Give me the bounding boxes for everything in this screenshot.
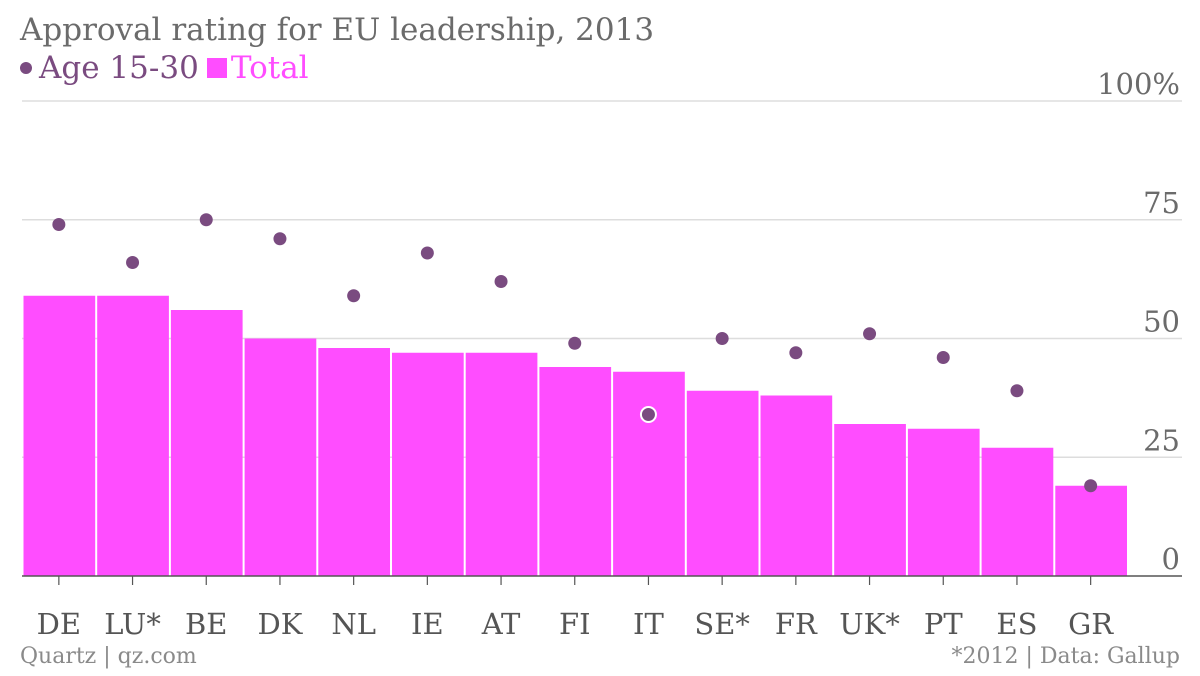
y-tick-label: 0 <box>1162 542 1180 576</box>
bar <box>907 428 980 576</box>
x-tick-label: PT <box>924 607 964 641</box>
x-tick-label: IT <box>633 607 664 641</box>
bar <box>613 371 685 576</box>
x-tick-label: GR <box>1068 607 1114 641</box>
x-tick-label: FR <box>775 607 818 641</box>
x-tick-label: LU* <box>104 607 161 641</box>
bar <box>1055 485 1127 576</box>
data-point <box>52 218 66 231</box>
data-point <box>494 275 508 288</box>
x-tick-label: BE <box>185 607 227 641</box>
footer-source-right: *2012 | Data: Gallup <box>951 644 1180 669</box>
bar <box>392 352 464 576</box>
legend-label-total: Total <box>230 50 309 86</box>
x-tick-label: UK* <box>839 607 900 641</box>
bar <box>981 447 1054 576</box>
data-point <box>1010 384 1024 398</box>
y-tick-label: 25 <box>1143 423 1180 457</box>
bar <box>834 424 906 576</box>
data-point <box>199 213 213 227</box>
data-point <box>789 346 803 360</box>
footer-source-left: Quartz | qz.com <box>20 644 197 669</box>
data-point <box>568 336 582 350</box>
data-point <box>273 232 287 246</box>
x-tick-label: DK <box>257 607 303 641</box>
x-tick-label: FI <box>559 607 591 641</box>
data-point <box>420 246 434 260</box>
bar <box>539 367 612 576</box>
bar <box>760 395 833 576</box>
bar <box>318 348 390 576</box>
y-tick-label: 50 <box>1143 305 1180 339</box>
bar <box>244 338 317 576</box>
data-point <box>936 351 950 364</box>
legend-square-icon <box>206 58 227 78</box>
legend-item-age: Age 15-30 <box>20 50 199 86</box>
x-tick-label: NL <box>331 607 376 641</box>
legend-dot-icon <box>20 62 32 74</box>
y-tick-label: 100% <box>1097 67 1180 101</box>
legend-item-total: Total <box>206 50 309 86</box>
x-tick-label: ES <box>996 607 1037 641</box>
x-tick-label: DE <box>37 607 81 641</box>
legend: Age 15-30 Total <box>20 50 317 86</box>
x-tick-label: IE <box>411 607 444 641</box>
data-point <box>639 406 657 423</box>
x-tick-label: AT <box>481 607 521 641</box>
bar <box>97 295 169 576</box>
legend-label-age: Age 15-30 <box>39 50 199 86</box>
x-tick-label: SE* <box>694 607 750 641</box>
chart-title: Approval rating for EU leadership, 2013 <box>20 12 655 48</box>
data-point <box>715 332 729 345</box>
data-point <box>126 256 140 269</box>
bar <box>23 295 96 576</box>
data-point <box>1084 479 1098 493</box>
bar <box>686 390 759 576</box>
data-point <box>347 289 361 303</box>
y-tick-label: 75 <box>1143 186 1180 220</box>
bar <box>465 352 538 576</box>
bar <box>170 310 243 576</box>
data-point <box>863 327 877 341</box>
